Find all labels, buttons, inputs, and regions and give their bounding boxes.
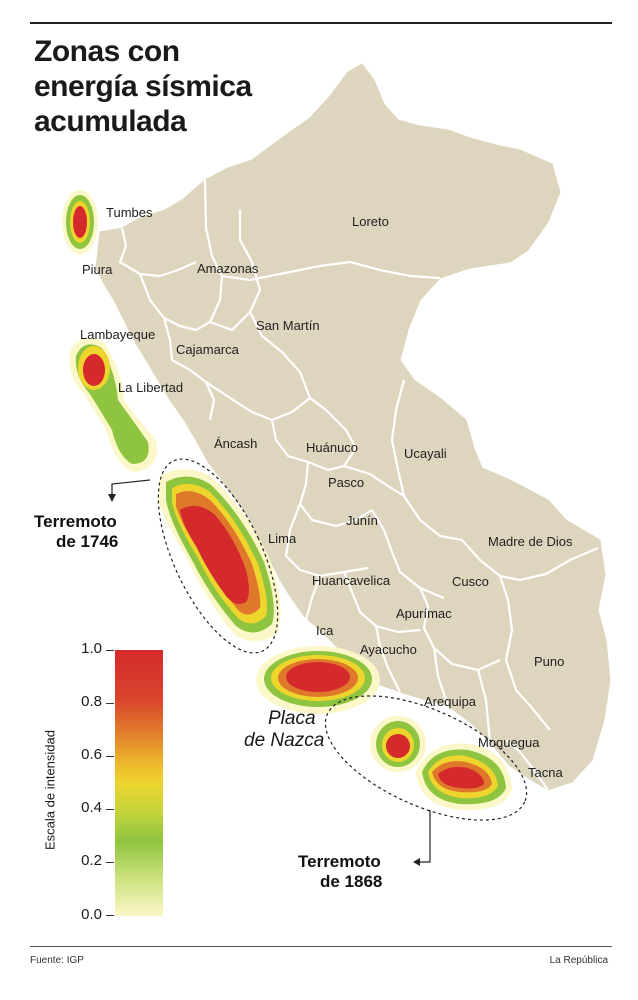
label-tacna: Tacna [528,765,563,780]
seismic-zone-la-libertad [69,337,157,472]
label-junin: Junín [346,513,378,528]
terremoto-1868-line-1: Terremoto [298,852,381,871]
peru-landmass [95,63,611,791]
label-placa-de-nazca: Placa de Nazca [244,708,324,752]
label-terremoto-1868: Terremoto de 1868 [298,852,382,892]
legend-tick-mark [106,756,114,757]
legend-tick-1-0: 1.0 [81,640,102,657]
label-cusco: Cusco [452,574,489,589]
terremoto-1868-line-2: de 1868 [320,872,383,891]
label-puno: Puno [534,654,565,669]
label-cajamarca: Cajamarca [176,342,239,357]
label-apurimac: Apurímac [396,606,452,621]
leader-1868 [420,810,431,863]
seismic-zone-1868 [370,716,512,811]
legend-tick-0-0: 0.0 [81,906,102,923]
legend-tick-0-2: 0.2 [81,852,102,869]
legend-tick-mark [106,915,114,916]
label-piura: Piura [82,262,113,277]
label-la-libertad: La Libertad [118,380,184,395]
label-ayacucho: Ayacucho [360,642,417,657]
label-pasco: Pasco [328,475,365,490]
terremoto-1746-line-2: de 1746 [56,532,119,551]
outline-1746 [157,458,279,654]
source-note: Fuente: IGP [30,955,84,966]
label-arequipa: Arequipa [424,694,477,709]
label-moquegua: Moquegua [478,735,540,750]
title-line-1: Zonas con [34,35,180,68]
top-rule [30,22,612,24]
label-san-martin: San Martín [256,318,320,333]
label-loreto: Loreto [352,214,389,229]
intensity-color-scale [115,650,163,916]
label-ancash: Áncash [214,436,258,451]
seismic-zone-tumbes [62,190,98,254]
title-line-3: acumulada [34,105,187,138]
legend-tick-mark [106,703,114,704]
label-lambayeque: Lambayeque [80,327,156,342]
legend-tick-0-8: 0.8 [81,693,102,710]
publisher-credit: La República [549,955,608,966]
placa-line-1: Placa [268,708,316,729]
outline-1868 [324,695,528,821]
label-ica: Ica [316,623,334,638]
bottom-rule [30,946,612,947]
leader-1746-arrow [108,494,116,502]
legend-title: Escala de intensidad [42,730,58,850]
label-terremoto-1746: Terremoto de 1746 [34,512,118,552]
label-lima: Lima [268,531,297,546]
leader-1746 [111,479,151,496]
terremoto-1746-line-1: Terremoto [34,512,117,531]
legend-tick-0-4: 0.4 [81,799,102,816]
seismic-zone-ica [256,646,380,714]
legend-tick-mark [106,809,114,810]
legend-tick-mark [106,650,114,651]
label-huancavelica: Huancavelica [312,573,391,588]
leader-1868-arrow [413,858,420,866]
label-amazonas: Amazonas [197,261,259,276]
department-borders [118,179,599,791]
title-line-2: energía sísmica [34,70,252,103]
label-huanuco: Huánuco [306,440,359,455]
legend-tick-mark [106,862,114,863]
label-tumbes: Tumbes [106,205,153,220]
label-madre-de-dios: Madre de Dios [488,534,573,549]
label-ucayali: Ucayali [404,446,447,461]
legend-tick-0-6: 0.6 [81,746,102,763]
placa-line-2: de Nazca [244,730,325,751]
map-title: Zonas con energía sísmica acumulada [34,34,314,139]
seismic-zone-1746 [158,469,281,642]
